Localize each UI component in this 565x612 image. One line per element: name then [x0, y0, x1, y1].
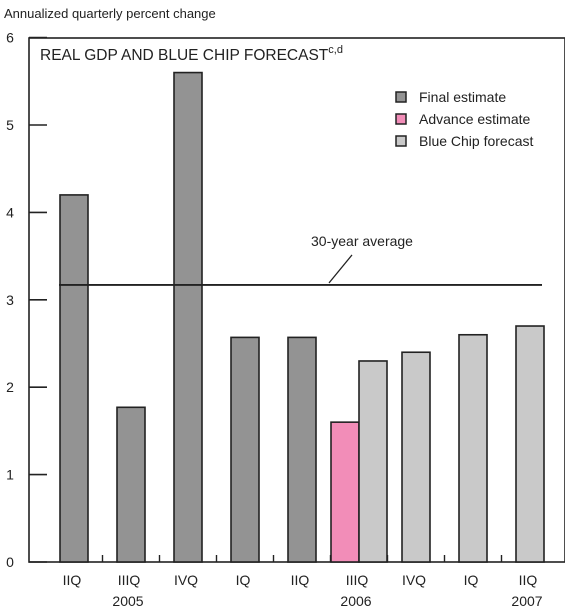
bar-advance-estimate — [330, 421, 360, 563]
x-tick-label: IIIQ — [118, 572, 141, 588]
x-axis: IIQ IIIQ IVQ IQ IIQ IIIQ IVQ IQ IIQ 2005 2006 2007 — [63, 555, 543, 609]
bar-blue-chip-forecast — [515, 325, 545, 563]
legend-label: Advance estimate — [419, 111, 530, 127]
bars — [59, 71, 545, 563]
x-tick-label: IQ — [236, 572, 251, 588]
y-axis: 0 1 2 3 4 5 6 — [6, 30, 47, 570]
bar-blue-chip-forecast — [358, 360, 388, 563]
legend-swatch — [395, 135, 407, 147]
legend-swatch — [395, 113, 407, 125]
year-label: 2005 — [112, 593, 143, 609]
bar-final-estimate — [116, 406, 146, 563]
x-tick-label: IVQ — [174, 572, 198, 588]
bar-final-estimate — [173, 71, 203, 563]
y-tick-label: 3 — [6, 292, 14, 308]
bar-final-estimate — [230, 336, 260, 563]
legend: Final estimate Advance estimate Blue Chip … — [395, 89, 534, 149]
x-tick-label: IIQ — [519, 572, 538, 588]
chart-title: REAL GDP AND BLUE CHIP FORECASTc,d — [40, 44, 343, 64]
year-label: 2007 — [511, 593, 542, 609]
reference-leader-line — [328, 254, 353, 284]
x-tick-label: IQ — [464, 572, 479, 588]
x-tick-label: IIIQ — [346, 572, 369, 588]
x-tick-label: IIQ — [291, 572, 310, 588]
bar-final-estimate — [59, 194, 89, 563]
legend-label: Final estimate — [419, 89, 506, 105]
y-tick-label: 0 — [6, 554, 14, 570]
y-tick-label: 4 — [6, 204, 14, 220]
chart-title-superscript: c,d — [328, 44, 343, 56]
y-tick-label: 1 — [6, 467, 14, 483]
bar-blue-chip-forecast — [401, 351, 431, 563]
legend-label: Blue Chip forecast — [419, 133, 534, 149]
y-axis-label: Annualized quarterly percent change — [4, 6, 216, 21]
y-tick-label: 5 — [6, 117, 14, 133]
reference-line-group: 30-year average — [59, 233, 542, 286]
year-label: 2006 — [340, 593, 371, 609]
legend-swatch — [395, 91, 407, 103]
chart-title-text: REAL GDP AND BLUE CHIP FORECAST — [40, 47, 329, 64]
bar-blue-chip-forecast — [458, 333, 488, 563]
y-tick-label: 6 — [6, 30, 14, 46]
x-tick-label: IVQ — [402, 572, 426, 588]
x-tick-label: IIQ — [63, 572, 82, 588]
bar-final-estimate — [287, 336, 317, 563]
y-tick-label: 2 — [6, 379, 14, 395]
reference-line-label: 30-year average — [311, 233, 413, 249]
